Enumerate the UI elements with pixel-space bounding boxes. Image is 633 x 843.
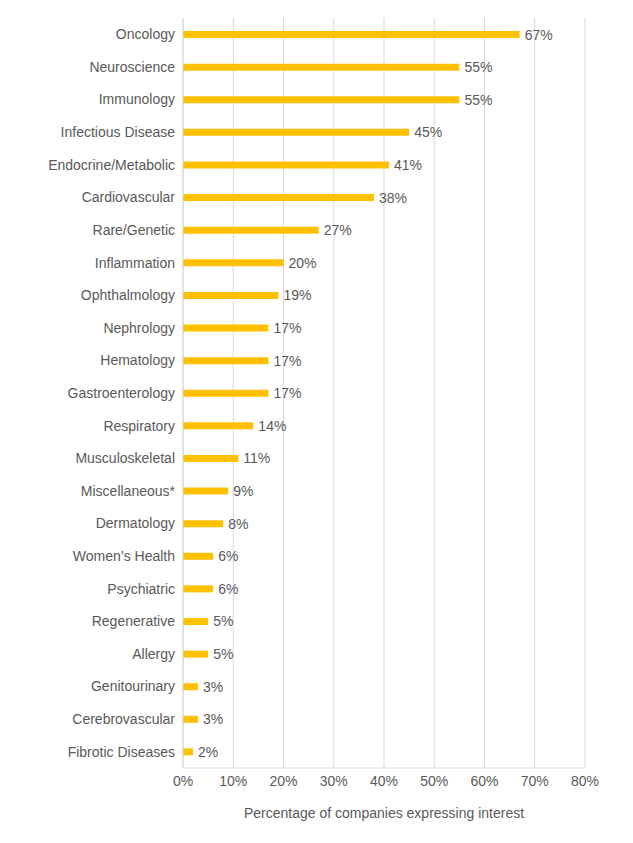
- svg-text:Neuroscience: Neuroscience: [89, 59, 175, 75]
- svg-text:Nephrology: Nephrology: [103, 320, 175, 336]
- svg-text:60%: 60%: [470, 773, 498, 789]
- svg-text:17%: 17%: [273, 385, 301, 401]
- svg-text:Cardiovascular: Cardiovascular: [82, 189, 176, 205]
- svg-text:8%: 8%: [228, 516, 248, 532]
- svg-text:11%: 11%: [243, 450, 270, 466]
- svg-text:Infectious Disease: Infectious Disease: [61, 124, 176, 140]
- svg-text:17%: 17%: [273, 320, 301, 336]
- svg-text:80%: 80%: [571, 773, 599, 789]
- svg-text:3%: 3%: [203, 679, 223, 695]
- svg-text:Psychiatric: Psychiatric: [107, 581, 175, 597]
- svg-text:55%: 55%: [464, 92, 492, 108]
- svg-text:Oncology: Oncology: [116, 26, 175, 42]
- svg-text:Fibrotic Diseases: Fibrotic Diseases: [68, 744, 175, 760]
- svg-text:Genitourinary: Genitourinary: [91, 678, 175, 694]
- svg-text:5%: 5%: [213, 613, 233, 629]
- svg-text:45%: 45%: [414, 124, 442, 140]
- svg-text:Percentage of companies expres: Percentage of companies expressing inter…: [244, 805, 524, 821]
- svg-text:2%: 2%: [198, 744, 218, 760]
- svg-text:5%: 5%: [213, 646, 233, 662]
- svg-text:Endocrine/Metabolic: Endocrine/Metabolic: [48, 157, 175, 173]
- svg-text:Respiratory: Respiratory: [103, 418, 175, 434]
- svg-text:17%: 17%: [273, 353, 301, 369]
- svg-text:Women’s Health: Women’s Health: [73, 548, 175, 564]
- svg-text:30%: 30%: [320, 773, 348, 789]
- svg-text:50%: 50%: [420, 773, 448, 789]
- svg-text:Musculoskeletal: Musculoskeletal: [75, 450, 175, 466]
- svg-text:Ophthalmology: Ophthalmology: [81, 287, 175, 303]
- svg-text:3%: 3%: [203, 711, 223, 727]
- svg-text:Immunology: Immunology: [99, 91, 175, 107]
- svg-text:41%: 41%: [394, 157, 422, 173]
- svg-text:19%: 19%: [283, 287, 311, 303]
- svg-text:20%: 20%: [269, 773, 297, 789]
- svg-text:Cerebrovascular: Cerebrovascular: [72, 711, 175, 727]
- svg-text:9%: 9%: [233, 483, 253, 499]
- svg-text:0%: 0%: [173, 773, 193, 789]
- svg-text:10%: 10%: [219, 773, 247, 789]
- svg-text:Gastroenterology: Gastroenterology: [68, 385, 175, 401]
- svg-text:38%: 38%: [379, 190, 407, 206]
- svg-text:55%: 55%: [464, 59, 492, 75]
- svg-text:Dermatology: Dermatology: [96, 515, 175, 531]
- svg-text:Inflammation: Inflammation: [95, 255, 175, 271]
- svg-text:20%: 20%: [289, 255, 317, 271]
- svg-text:Regenerative: Regenerative: [92, 613, 175, 629]
- svg-text:Miscellaneous*: Miscellaneous*: [81, 483, 176, 499]
- svg-text:Rare/Genetic: Rare/Genetic: [93, 222, 175, 238]
- svg-text:27%: 27%: [324, 222, 352, 238]
- svg-text:40%: 40%: [370, 773, 398, 789]
- svg-text:Allergy: Allergy: [132, 646, 175, 662]
- svg-text:6%: 6%: [218, 581, 238, 597]
- svg-text:67%: 67%: [525, 27, 553, 43]
- svg-text:14%: 14%: [258, 418, 286, 434]
- svg-text:Hematology: Hematology: [100, 352, 175, 368]
- svg-text:6%: 6%: [218, 548, 238, 564]
- svg-text:70%: 70%: [521, 773, 549, 789]
